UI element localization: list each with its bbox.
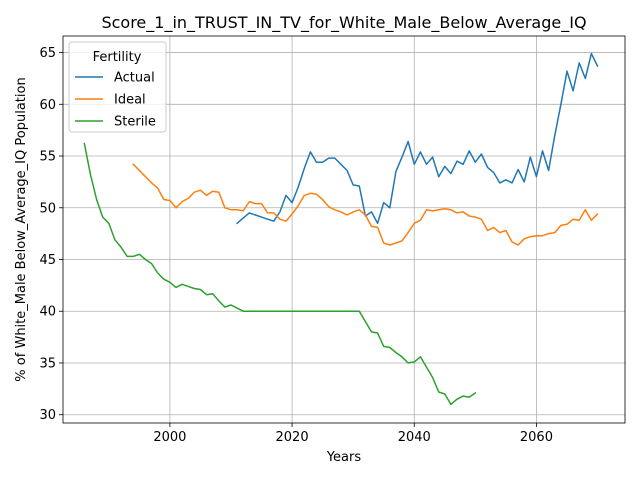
y-tick-label: 30 [39,408,56,423]
x-tick-label: 2020 [276,430,309,445]
x-tick-label: 2000 [153,430,186,445]
legend-label-ideal: Ideal [114,93,146,108]
grid [63,36,625,423]
y-tick-label: 40 [39,305,56,320]
legend-label-actual: Actual [114,71,155,86]
series-line-sterile [83,142,477,406]
legend: Fertility Actual Ideal Sterile [68,41,167,133]
x-tick-label: 2060 [520,430,553,445]
series-lines [83,52,599,406]
y-tick-label: 55 [39,150,56,165]
y-tick-label: 60 [39,98,56,113]
legend-box [68,41,167,133]
x-tick-label: 2040 [398,430,431,445]
legend-title: Fertility [93,50,142,65]
series-line-actual [236,52,599,225]
y-tick-label: 35 [39,356,56,371]
y-axis-title: % of White_Male Below_Average_IQ Populat… [14,77,29,381]
plot-area-frame [62,35,626,424]
x-axis-title: Years [326,450,362,465]
axis-ticks: 2000 2020 2040 2060 30 35 40 45 50 55 60 65 [39,46,553,445]
y-tick-label: 45 [39,253,56,268]
legend-label-sterile: Sterile [114,115,156,130]
series-line-ideal [132,163,599,246]
y-tick-label: 65 [39,46,56,61]
chart-title: Score_1_in_TRUST_IN_TV_for_White_Male_Be… [101,13,586,33]
y-tick-label: 50 [39,201,56,216]
